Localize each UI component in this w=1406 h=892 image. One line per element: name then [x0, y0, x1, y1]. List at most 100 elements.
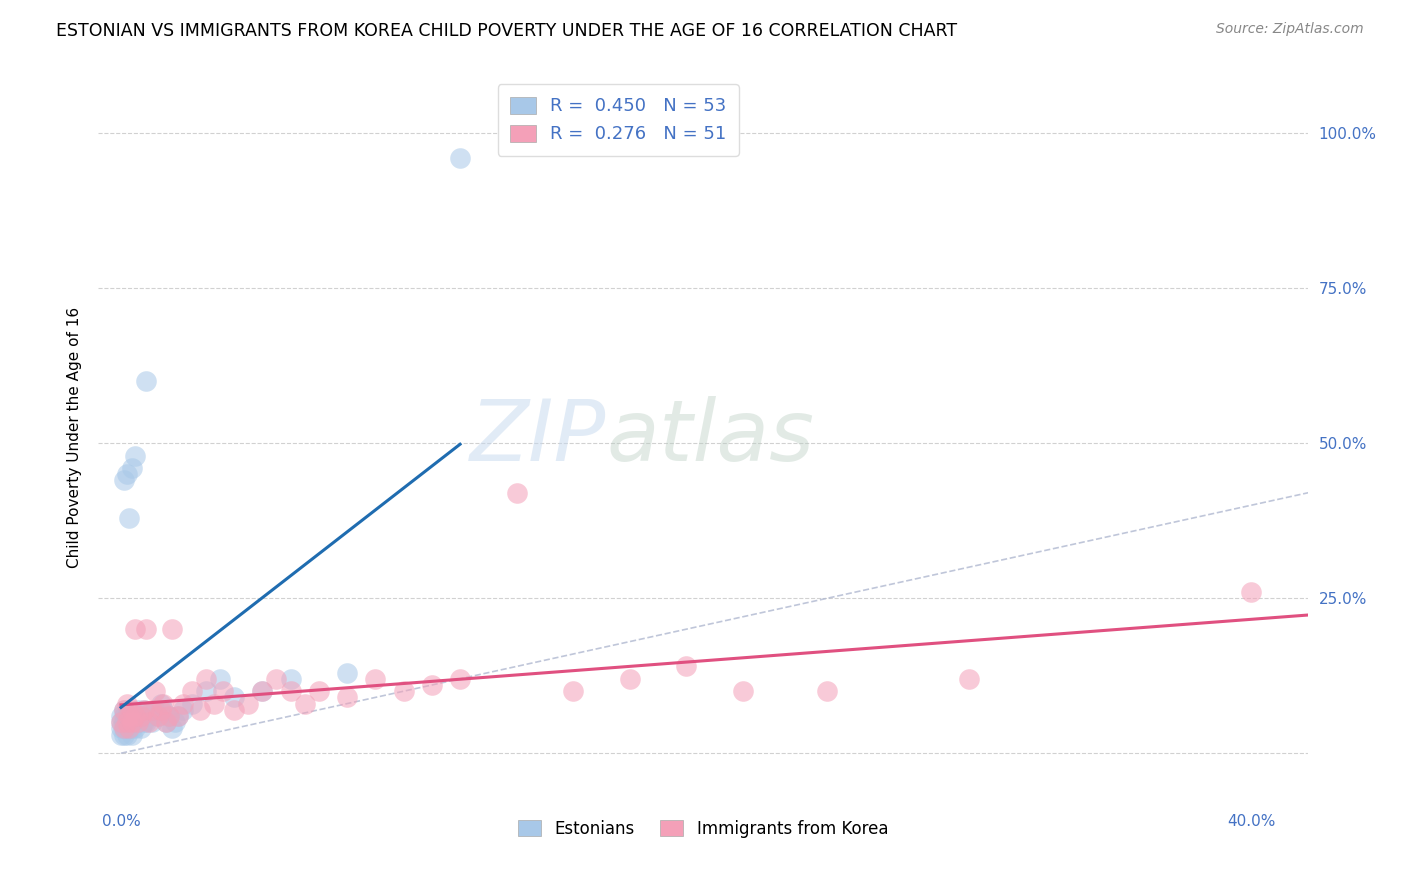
Point	[194, 672, 217, 686]
Point	[449, 151, 471, 165]
Point	[152, 697, 174, 711]
Point	[172, 703, 194, 717]
Point	[143, 703, 166, 717]
Point	[118, 709, 141, 723]
Point	[160, 722, 183, 736]
Point	[208, 672, 231, 686]
Point	[280, 684, 302, 698]
Point	[141, 703, 163, 717]
Point	[675, 659, 697, 673]
Point	[236, 697, 259, 711]
Point	[110, 709, 132, 723]
Point	[188, 703, 211, 717]
Point	[149, 703, 172, 717]
Point	[115, 715, 138, 730]
Point	[124, 722, 146, 736]
Point	[118, 709, 141, 723]
Point	[132, 703, 155, 717]
Point	[118, 722, 141, 736]
Point	[127, 703, 149, 717]
Point	[124, 622, 146, 636]
Point	[160, 622, 183, 636]
Point	[336, 665, 359, 680]
Point	[505, 486, 527, 500]
Point	[115, 722, 138, 736]
Point	[121, 461, 143, 475]
Point	[266, 672, 288, 686]
Point	[149, 697, 172, 711]
Point	[124, 709, 146, 723]
Point	[146, 709, 169, 723]
Point	[118, 715, 141, 730]
Point	[110, 728, 132, 742]
Text: atlas: atlas	[606, 395, 814, 479]
Point	[308, 684, 330, 698]
Point	[155, 715, 177, 730]
Point	[731, 684, 754, 698]
Point	[364, 672, 387, 686]
Point	[155, 715, 177, 730]
Point	[135, 622, 157, 636]
Point	[132, 703, 155, 717]
Point	[121, 722, 143, 736]
Point	[112, 715, 135, 730]
Point	[112, 722, 135, 736]
Point	[138, 715, 160, 730]
Point	[252, 684, 274, 698]
Point	[121, 715, 143, 730]
Point	[118, 722, 141, 736]
Point	[135, 374, 157, 388]
Point	[152, 703, 174, 717]
Point	[129, 709, 152, 723]
Point	[157, 709, 180, 723]
Point	[115, 728, 138, 742]
Point	[562, 684, 585, 698]
Point	[138, 709, 160, 723]
Point	[121, 703, 143, 717]
Point	[166, 709, 188, 723]
Point	[124, 715, 146, 730]
Point	[146, 709, 169, 723]
Point	[112, 703, 135, 717]
Point	[110, 715, 132, 730]
Point	[132, 715, 155, 730]
Point	[124, 449, 146, 463]
Point	[202, 697, 225, 711]
Point	[118, 510, 141, 524]
Point	[115, 715, 138, 730]
Point	[619, 672, 641, 686]
Point	[112, 703, 135, 717]
Point	[143, 684, 166, 698]
Legend: Estonians, Immigrants from Korea: Estonians, Immigrants from Korea	[506, 808, 900, 849]
Point	[222, 703, 245, 717]
Point	[115, 467, 138, 482]
Point	[336, 690, 359, 705]
Point	[112, 474, 135, 488]
Point	[110, 722, 132, 736]
Point	[157, 709, 180, 723]
Point	[280, 672, 302, 686]
Point	[110, 715, 132, 730]
Point	[1240, 585, 1263, 599]
Point	[121, 728, 143, 742]
Text: ESTONIAN VS IMMIGRANTS FROM KOREA CHILD POVERTY UNDER THE AGE OF 16 CORRELATION : ESTONIAN VS IMMIGRANTS FROM KOREA CHILD …	[56, 22, 957, 40]
Point	[127, 715, 149, 730]
Point	[112, 709, 135, 723]
Point	[252, 684, 274, 698]
Point	[163, 715, 186, 730]
Point	[127, 715, 149, 730]
Point	[166, 709, 188, 723]
Text: ZIP: ZIP	[470, 395, 606, 479]
Point	[129, 709, 152, 723]
Point	[112, 722, 135, 736]
Point	[172, 697, 194, 711]
Point	[180, 684, 202, 698]
Point	[141, 715, 163, 730]
Point	[815, 684, 838, 698]
Point	[194, 684, 217, 698]
Y-axis label: Child Poverty Under the Age of 16: Child Poverty Under the Age of 16	[67, 307, 83, 567]
Point	[180, 697, 202, 711]
Point	[135, 715, 157, 730]
Point	[115, 709, 138, 723]
Point	[449, 672, 471, 686]
